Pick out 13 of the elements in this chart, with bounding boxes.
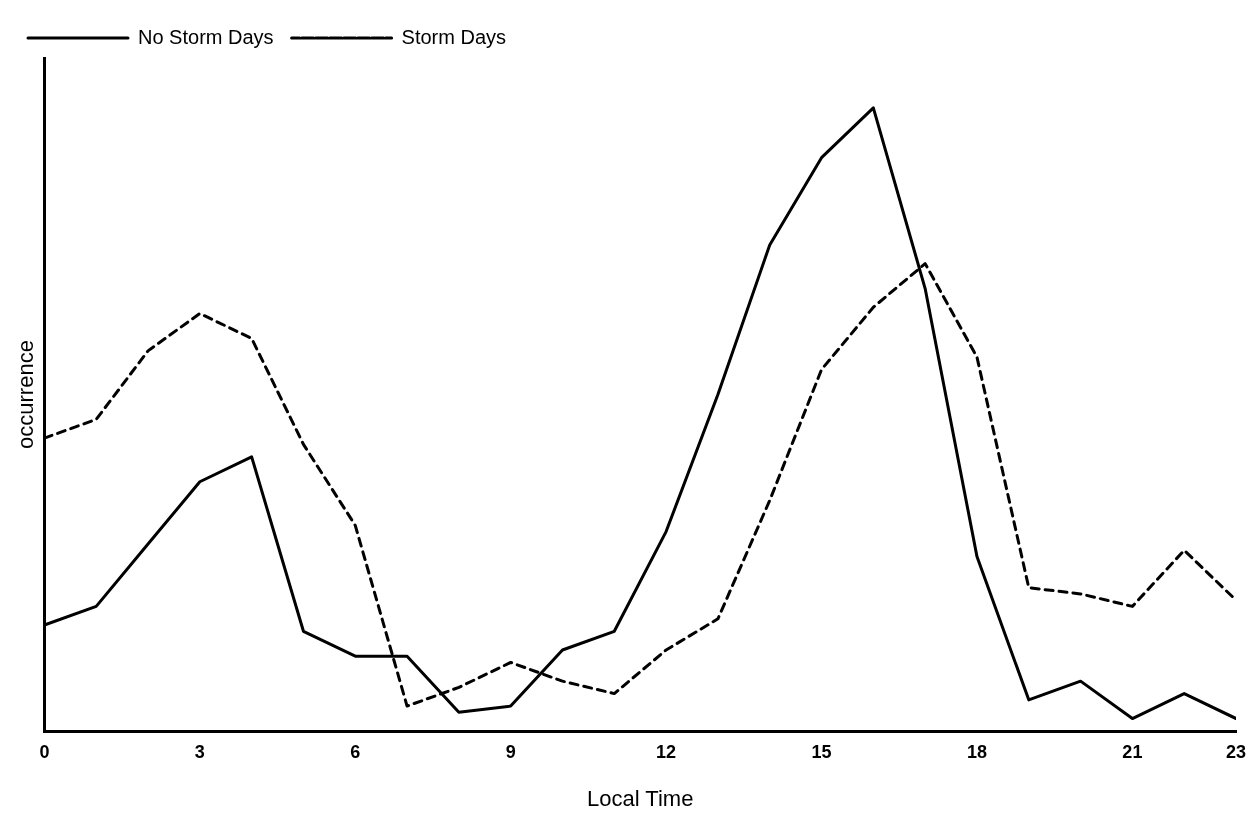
x-tick-label: 0	[39, 741, 50, 762]
x-tick-label: 15	[811, 741, 832, 762]
x-tick-label: 18	[966, 741, 987, 762]
x-tick-label: 6	[350, 741, 361, 762]
x-tick-label: 3	[194, 741, 205, 762]
x-tick-label: 9	[505, 741, 516, 762]
legend-label: Storm Days	[401, 25, 507, 48]
y-axis-title: occurrence	[13, 340, 39, 449]
x-axis-title: Local Time	[587, 785, 694, 811]
x-tick-label: 12	[656, 741, 677, 762]
legend-label: No Storm Days	[138, 25, 274, 48]
x-tick-label: 23	[1225, 741, 1247, 762]
x-tick-label: 21	[1122, 741, 1143, 762]
